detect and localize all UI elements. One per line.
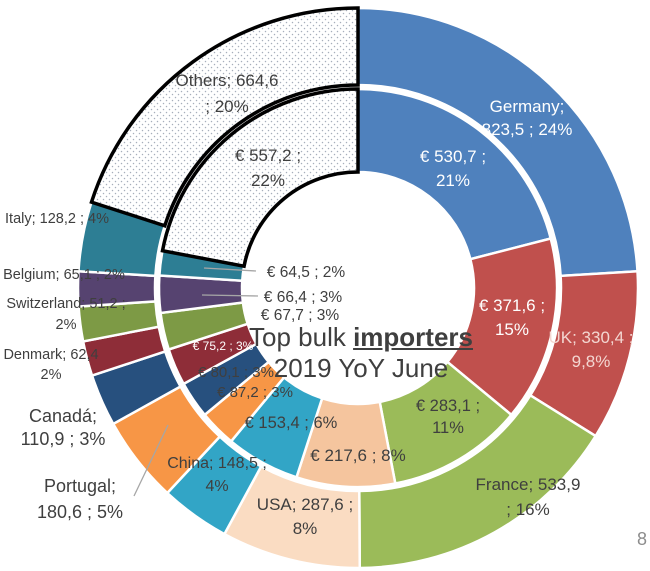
donut-slice-outer-belgium bbox=[76, 269, 157, 308]
donut-slice-outer-germany bbox=[356, 6, 639, 278]
chart-title-line1: Top bulk importers bbox=[249, 322, 473, 352]
donut-slice-inner-others bbox=[160, 87, 360, 269]
chart-title: Top bulk importers 2019 YoY June bbox=[249, 322, 473, 384]
donut-slice-inner-germany bbox=[356, 87, 553, 261]
chart-title-emphasis: importers bbox=[353, 322, 473, 352]
chart-title-line2: 2019 YoY June bbox=[273, 353, 449, 383]
donut-slice-outer-others bbox=[89, 6, 360, 228]
leader-line bbox=[203, 267, 257, 272]
leader-line bbox=[133, 424, 169, 497]
page-number: 8 bbox=[637, 529, 648, 549]
leader-line bbox=[201, 294, 259, 297]
